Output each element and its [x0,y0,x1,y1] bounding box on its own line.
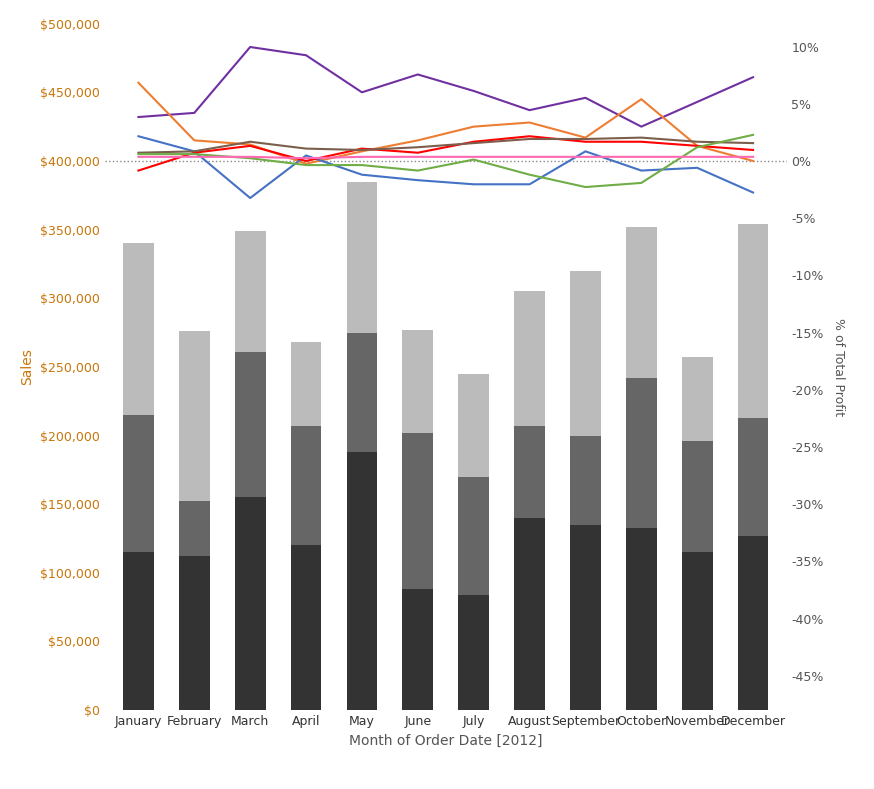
Bar [402,589,434,710]
Bar [347,452,378,710]
Bar [570,525,600,710]
Bar [682,357,712,441]
Bar [738,224,768,417]
Bar [514,518,545,710]
Bar [458,595,489,710]
Bar [235,352,266,497]
Bar [570,436,600,525]
Bar [458,374,489,477]
Bar [347,333,378,452]
Bar [123,415,154,552]
Bar [179,331,210,502]
Bar [291,426,322,545]
Y-axis label: Sales: Sales [20,349,34,385]
Bar [179,556,210,710]
Bar [291,545,322,710]
Y-axis label: % of Total Profit: % of Total Profit [832,318,844,416]
Bar [514,291,545,426]
Bar [235,497,266,710]
Bar [123,552,154,710]
Bar [402,330,434,433]
Bar [626,378,656,528]
Bar [682,552,712,710]
X-axis label: Month of Order Date [2012]: Month of Order Date [2012] [349,734,543,747]
Bar [235,231,266,352]
Bar [626,227,656,378]
Bar [347,181,378,333]
Bar [123,243,154,415]
Bar [402,433,434,589]
Bar [738,417,768,536]
Bar [570,271,600,436]
Bar [682,441,712,552]
Bar [738,536,768,710]
Bar [514,426,545,518]
Bar [291,342,322,426]
Bar [626,528,656,710]
Bar [458,477,489,595]
Bar [179,502,210,556]
